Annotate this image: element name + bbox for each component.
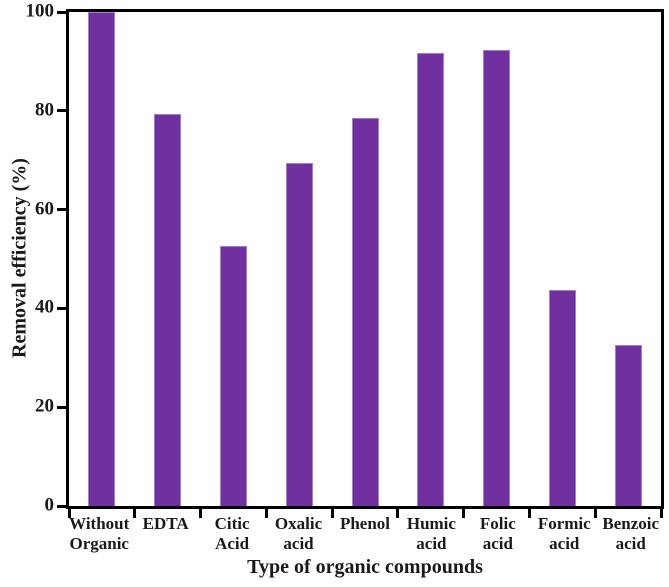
- y-tick-20: [57, 405, 66, 409]
- x-category-label-formic-acid: Formic acid: [537, 514, 591, 553]
- y-tick-0: [57, 504, 66, 508]
- x-tick-boundary-8: [593, 509, 597, 518]
- x-category-labels: Without Organic EDTA Citic Acid Oxalic acid…: [66, 514, 664, 553]
- x-tick-boundary-6: [462, 509, 466, 518]
- bar-column-folic-acid: [464, 12, 530, 506]
- x-tick-boundary-5: [396, 509, 400, 518]
- bar-column-humic-acid: [398, 12, 464, 506]
- bar-phenol: [351, 118, 379, 506]
- y-tick-label-100: 100: [25, 0, 55, 22]
- bar-humic-acid: [417, 52, 445, 506]
- y-axis-title: Removal efficiency (%): [8, 158, 31, 358]
- y-tick-40: [57, 306, 66, 310]
- x-category-label-benzoic-acid: Benzoic acid: [602, 514, 660, 553]
- bar-citic-acid: [219, 245, 247, 506]
- y-tick-80: [57, 109, 66, 113]
- x-tick-boundary-3: [264, 509, 268, 518]
- y-tick-label-40: 40: [35, 296, 54, 318]
- x-category-label-folic-acid: Folic acid: [479, 514, 516, 553]
- bar-column-without-organic: [69, 12, 135, 506]
- y-tick-label-60: 60: [35, 198, 54, 220]
- bar-benzoic-acid: [614, 344, 642, 506]
- x-tick-boundary-0: [67, 509, 71, 518]
- y-tick-label-80: 80: [35, 99, 54, 121]
- x-tick-boundary-9: [659, 509, 663, 518]
- bar-column-citic-acid: [201, 12, 267, 506]
- y-tick-label-20: 20: [35, 395, 54, 417]
- bar-without-organic: [88, 12, 116, 506]
- x-tick-boundary-7: [527, 509, 531, 518]
- bar-column-oxalic-acid: [266, 12, 332, 506]
- y-tick-100: [57, 10, 66, 14]
- x-tick-boundary-1: [133, 509, 137, 518]
- y-tick-label-0: 0: [44, 494, 55, 516]
- x-category-label-citic-acid: Citic Acid: [214, 514, 250, 553]
- bars-container: [69, 12, 661, 506]
- bar-oxalic-acid: [285, 162, 313, 506]
- x-axis-title: Type of organic compounds: [247, 556, 483, 578]
- bar-formic-acid: [548, 290, 576, 506]
- bar-folic-acid: [483, 50, 511, 506]
- bar-edta: [154, 114, 182, 506]
- x-tick-boundary-4: [330, 509, 334, 518]
- plot-area: 0 20 40 60 80 100: [26, 1, 664, 518]
- bar-column-edta: [135, 12, 201, 506]
- x-category-label-without-organic: Without Organic: [69, 514, 130, 553]
- x-category-label-edta: EDTA: [142, 514, 189, 533]
- x-category-label-humic-acid: Humic acid: [406, 514, 456, 553]
- x-category-label-oxalic-acid: Oxalic acid: [274, 514, 323, 553]
- bar-column-phenol: [332, 12, 398, 506]
- bar-column-formic-acid: [529, 12, 595, 506]
- bar-column-benzoic-acid: [595, 12, 661, 506]
- y-tick-60: [57, 208, 66, 212]
- x-tick-boundary-2: [199, 509, 203, 518]
- x-category-label-phenol: Phenol: [339, 514, 390, 533]
